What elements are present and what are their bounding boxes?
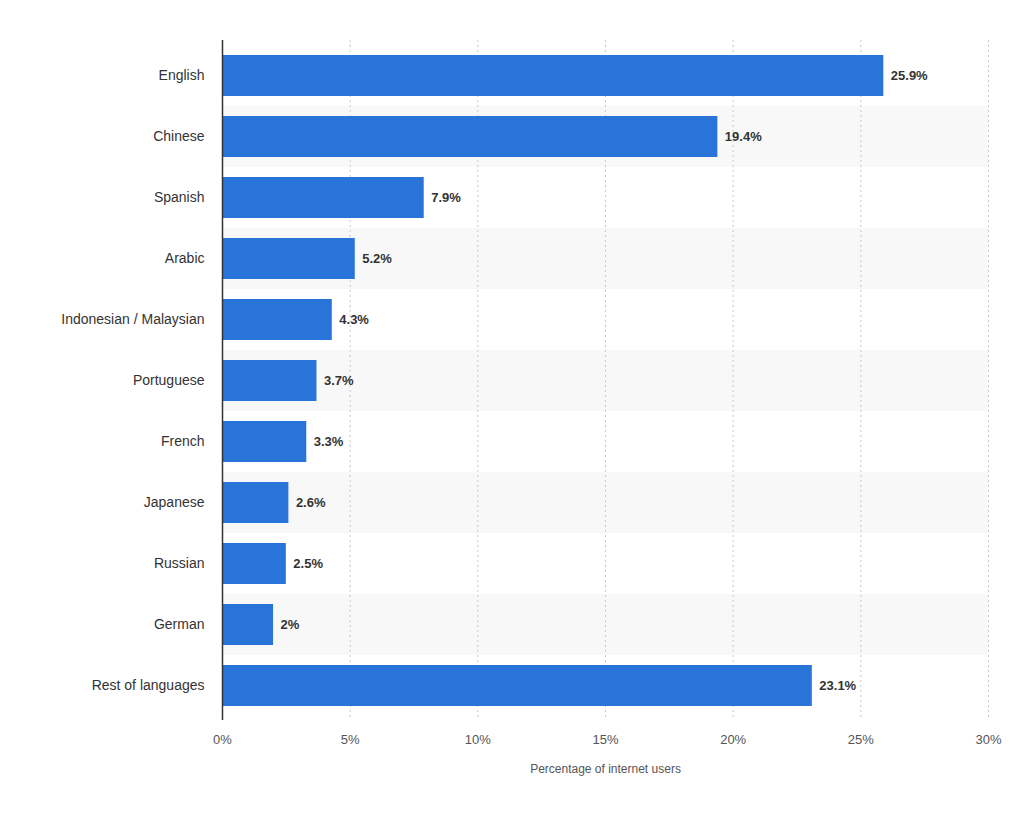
svg-text:French: French	[161, 433, 205, 449]
svg-text:Portuguese: Portuguese	[133, 372, 205, 388]
svg-text:3.3%: 3.3%	[314, 434, 344, 449]
svg-text:5.2%: 5.2%	[362, 251, 392, 266]
svg-text:3.7%: 3.7%	[324, 373, 354, 388]
svg-text:2.6%: 2.6%	[296, 495, 326, 510]
svg-text:Rest of languages: Rest of languages	[92, 677, 205, 693]
svg-text:Percentage of internet users: Percentage of internet users	[530, 762, 681, 776]
svg-text:23.1%: 23.1%	[819, 678, 856, 693]
svg-text:Spanish: Spanish	[154, 189, 205, 205]
svg-text:25%: 25%	[848, 732, 874, 747]
svg-text:19.4%: 19.4%	[725, 129, 762, 144]
svg-text:7.9%: 7.9%	[431, 190, 461, 205]
svg-text:15%: 15%	[592, 732, 618, 747]
svg-text:Russian: Russian	[154, 555, 205, 571]
svg-text:Japanese: Japanese	[144, 494, 205, 510]
svg-text:Arabic: Arabic	[165, 250, 205, 266]
svg-text:5%: 5%	[341, 732, 360, 747]
svg-text:English: English	[159, 67, 205, 83]
svg-text:25.9%: 25.9%	[891, 68, 928, 83]
svg-text:German: German	[154, 616, 205, 632]
svg-text:0%: 0%	[213, 732, 232, 747]
svg-text:4.3%: 4.3%	[339, 312, 369, 327]
svg-text:30%: 30%	[975, 732, 1001, 747]
svg-text:2%: 2%	[281, 617, 300, 632]
svg-text:20%: 20%	[720, 732, 746, 747]
svg-text:Indonesian / Malaysian: Indonesian / Malaysian	[61, 311, 204, 327]
svg-text:10%: 10%	[465, 732, 491, 747]
svg-text:Chinese: Chinese	[153, 128, 205, 144]
svg-text:2.5%: 2.5%	[293, 556, 323, 571]
